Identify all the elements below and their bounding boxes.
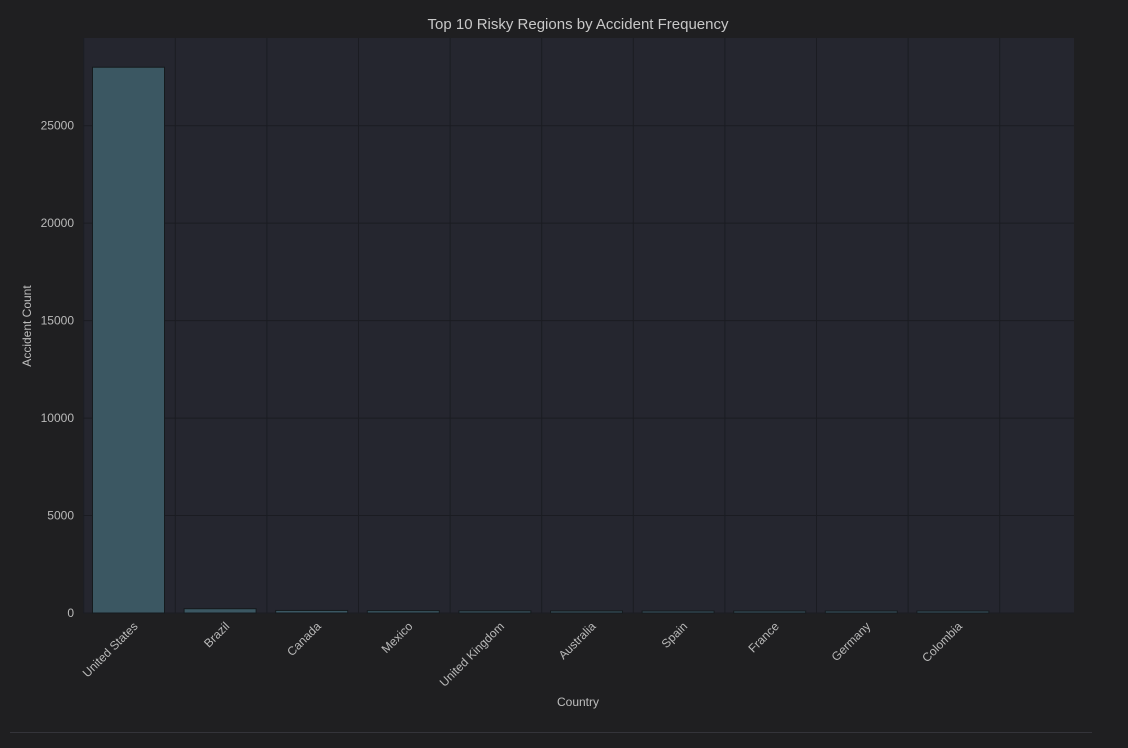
bar-australia — [550, 610, 623, 614]
y-axis-label: Accident Count — [20, 285, 34, 367]
x-axis-label: Country — [557, 695, 599, 709]
chart-title: Top 10 Risky Regions by Accident Frequen… — [428, 16, 729, 33]
bar-brazil — [183, 608, 257, 614]
y-tick-label: 5000 — [47, 509, 74, 523]
x-tick-label: Mexico — [379, 619, 416, 656]
y-tick-label: 10000 — [41, 411, 75, 425]
x-tick-label: Colombia — [919, 619, 965, 665]
y-tick-label: 0 — [67, 606, 74, 620]
x-tick-layer: United States Brazil Canada Mexico United Ki… — [80, 619, 965, 690]
bar-germany — [824, 610, 898, 614]
y-tick-label: 25000 — [41, 119, 75, 133]
bar-united-kingdom — [458, 610, 532, 614]
x-tick-label: Australia — [556, 619, 599, 662]
x-tick-label: France — [746, 619, 783, 656]
bar-mexico — [366, 610, 440, 614]
plot-area — [83, 38, 1074, 613]
grid-layer — [83, 38, 1074, 614]
x-tick-label: Brazil — [201, 619, 232, 650]
y-tick-label: 20000 — [41, 216, 75, 230]
bar-chart: Top 10 Risky Regions by Accident Frequen… — [20, 16, 1074, 709]
chart-panel: Top 10 Risky Regions by Accident Frequen… — [10, 4, 1092, 733]
x-tick-label: Spain — [659, 619, 691, 651]
x-tick-label: United States — [80, 619, 141, 680]
y-tick-layer: 0 5000 10000 15000 20000 25000 — [41, 119, 75, 620]
bar-united-states — [92, 66, 165, 614]
bar-colombia — [916, 610, 990, 614]
x-tick-label: Canada — [284, 619, 324, 659]
bar-france — [733, 610, 807, 614]
bar-layer — [92, 66, 990, 614]
bar-canada — [275, 609, 349, 614]
y-tick-label: 15000 — [41, 314, 75, 328]
bar-spain — [641, 610, 715, 614]
x-tick-label: Germany — [829, 619, 874, 664]
x-tick-label: United Kingdom — [437, 619, 507, 689]
